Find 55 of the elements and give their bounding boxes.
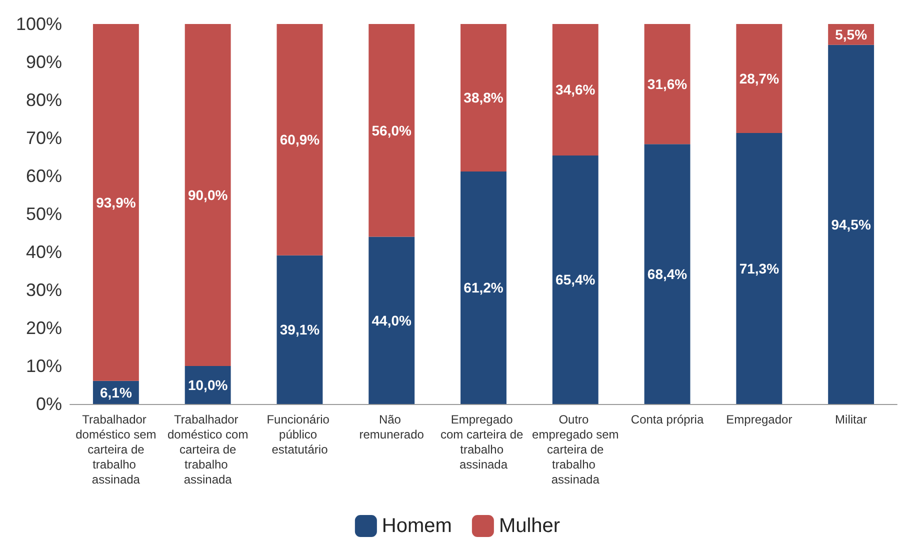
data-label: 5,5%	[835, 26, 868, 42]
bar	[552, 24, 598, 156]
y-tick-label: 0%	[36, 394, 62, 414]
data-label: 39,1%	[280, 322, 320, 338]
data-label: 93,9%	[96, 194, 136, 210]
y-tick-label: 80%	[26, 90, 62, 110]
data-label: 10,0%	[188, 377, 228, 393]
data-label: 6,1%	[100, 384, 132, 400]
data-label: 71,3%	[739, 260, 780, 277]
y-tick-label: 30%	[26, 280, 62, 300]
bar	[828, 44, 874, 404]
data-label: 44,0%	[372, 312, 412, 328]
bar	[368, 236, 415, 404]
data-label: 38,8%	[464, 90, 504, 106]
bar	[736, 24, 782, 134]
bar	[276, 24, 323, 256]
x-tick-label: Empregador	[726, 412, 792, 426]
data-label: 28,7%	[739, 70, 780, 87]
x-tick-label: Funcionário público estatutário	[266, 412, 333, 456]
data-label: 56,0%	[372, 122, 412, 138]
y-tick-label: 50%	[26, 204, 62, 224]
x-tick-label: Não remunerado	[359, 412, 424, 442]
data-label: 34,6%	[556, 82, 596, 98]
x-tick-label: Trabalhador doméstico com carteira de trabalho assinada	[167, 412, 248, 486]
bar	[644, 24, 690, 144]
data-label: 61,2%	[464, 280, 504, 296]
bar	[460, 171, 506, 404]
x-tick-label: Trabalhador doméstico sem carteira de trabalho assinada	[76, 412, 156, 486]
data-label: 60,9%	[280, 132, 320, 148]
bar	[92, 24, 139, 381]
data-label: 90,0%	[188, 187, 228, 203]
y-tick-label: 100%	[16, 14, 62, 34]
x-tick-label: Conta própria	[630, 412, 704, 426]
bar	[368, 24, 415, 237]
data-label: 31,6%	[647, 76, 688, 92]
bar	[736, 133, 782, 404]
y-tick-label: 10%	[26, 356, 62, 376]
y-tick-label: 70%	[26, 128, 62, 148]
bar	[552, 155, 598, 404]
legend-label: Mulher	[498, 515, 560, 537]
data-label: 68,4%	[647, 266, 688, 282]
data-label: 65,4%	[556, 272, 596, 288]
x-tick-label: Militar	[835, 412, 868, 426]
y-tick-label: 20%	[26, 318, 62, 338]
y-tick-label: 40%	[26, 242, 62, 262]
bar	[276, 255, 323, 404]
x-tick-label: Empregado com carteira de trabalho assinada	[440, 412, 527, 472]
legend-label: Homem	[382, 515, 452, 537]
x-tick-label: Outro empregado sem carteira de trabalho assinada	[532, 412, 619, 486]
bar	[460, 24, 506, 172]
y-tick-label: 90%	[26, 52, 62, 72]
data-label: 94,5%	[831, 216, 872, 232]
bar	[644, 144, 690, 404]
y-tick-label: 60%	[26, 166, 62, 186]
bar	[184, 24, 231, 366]
